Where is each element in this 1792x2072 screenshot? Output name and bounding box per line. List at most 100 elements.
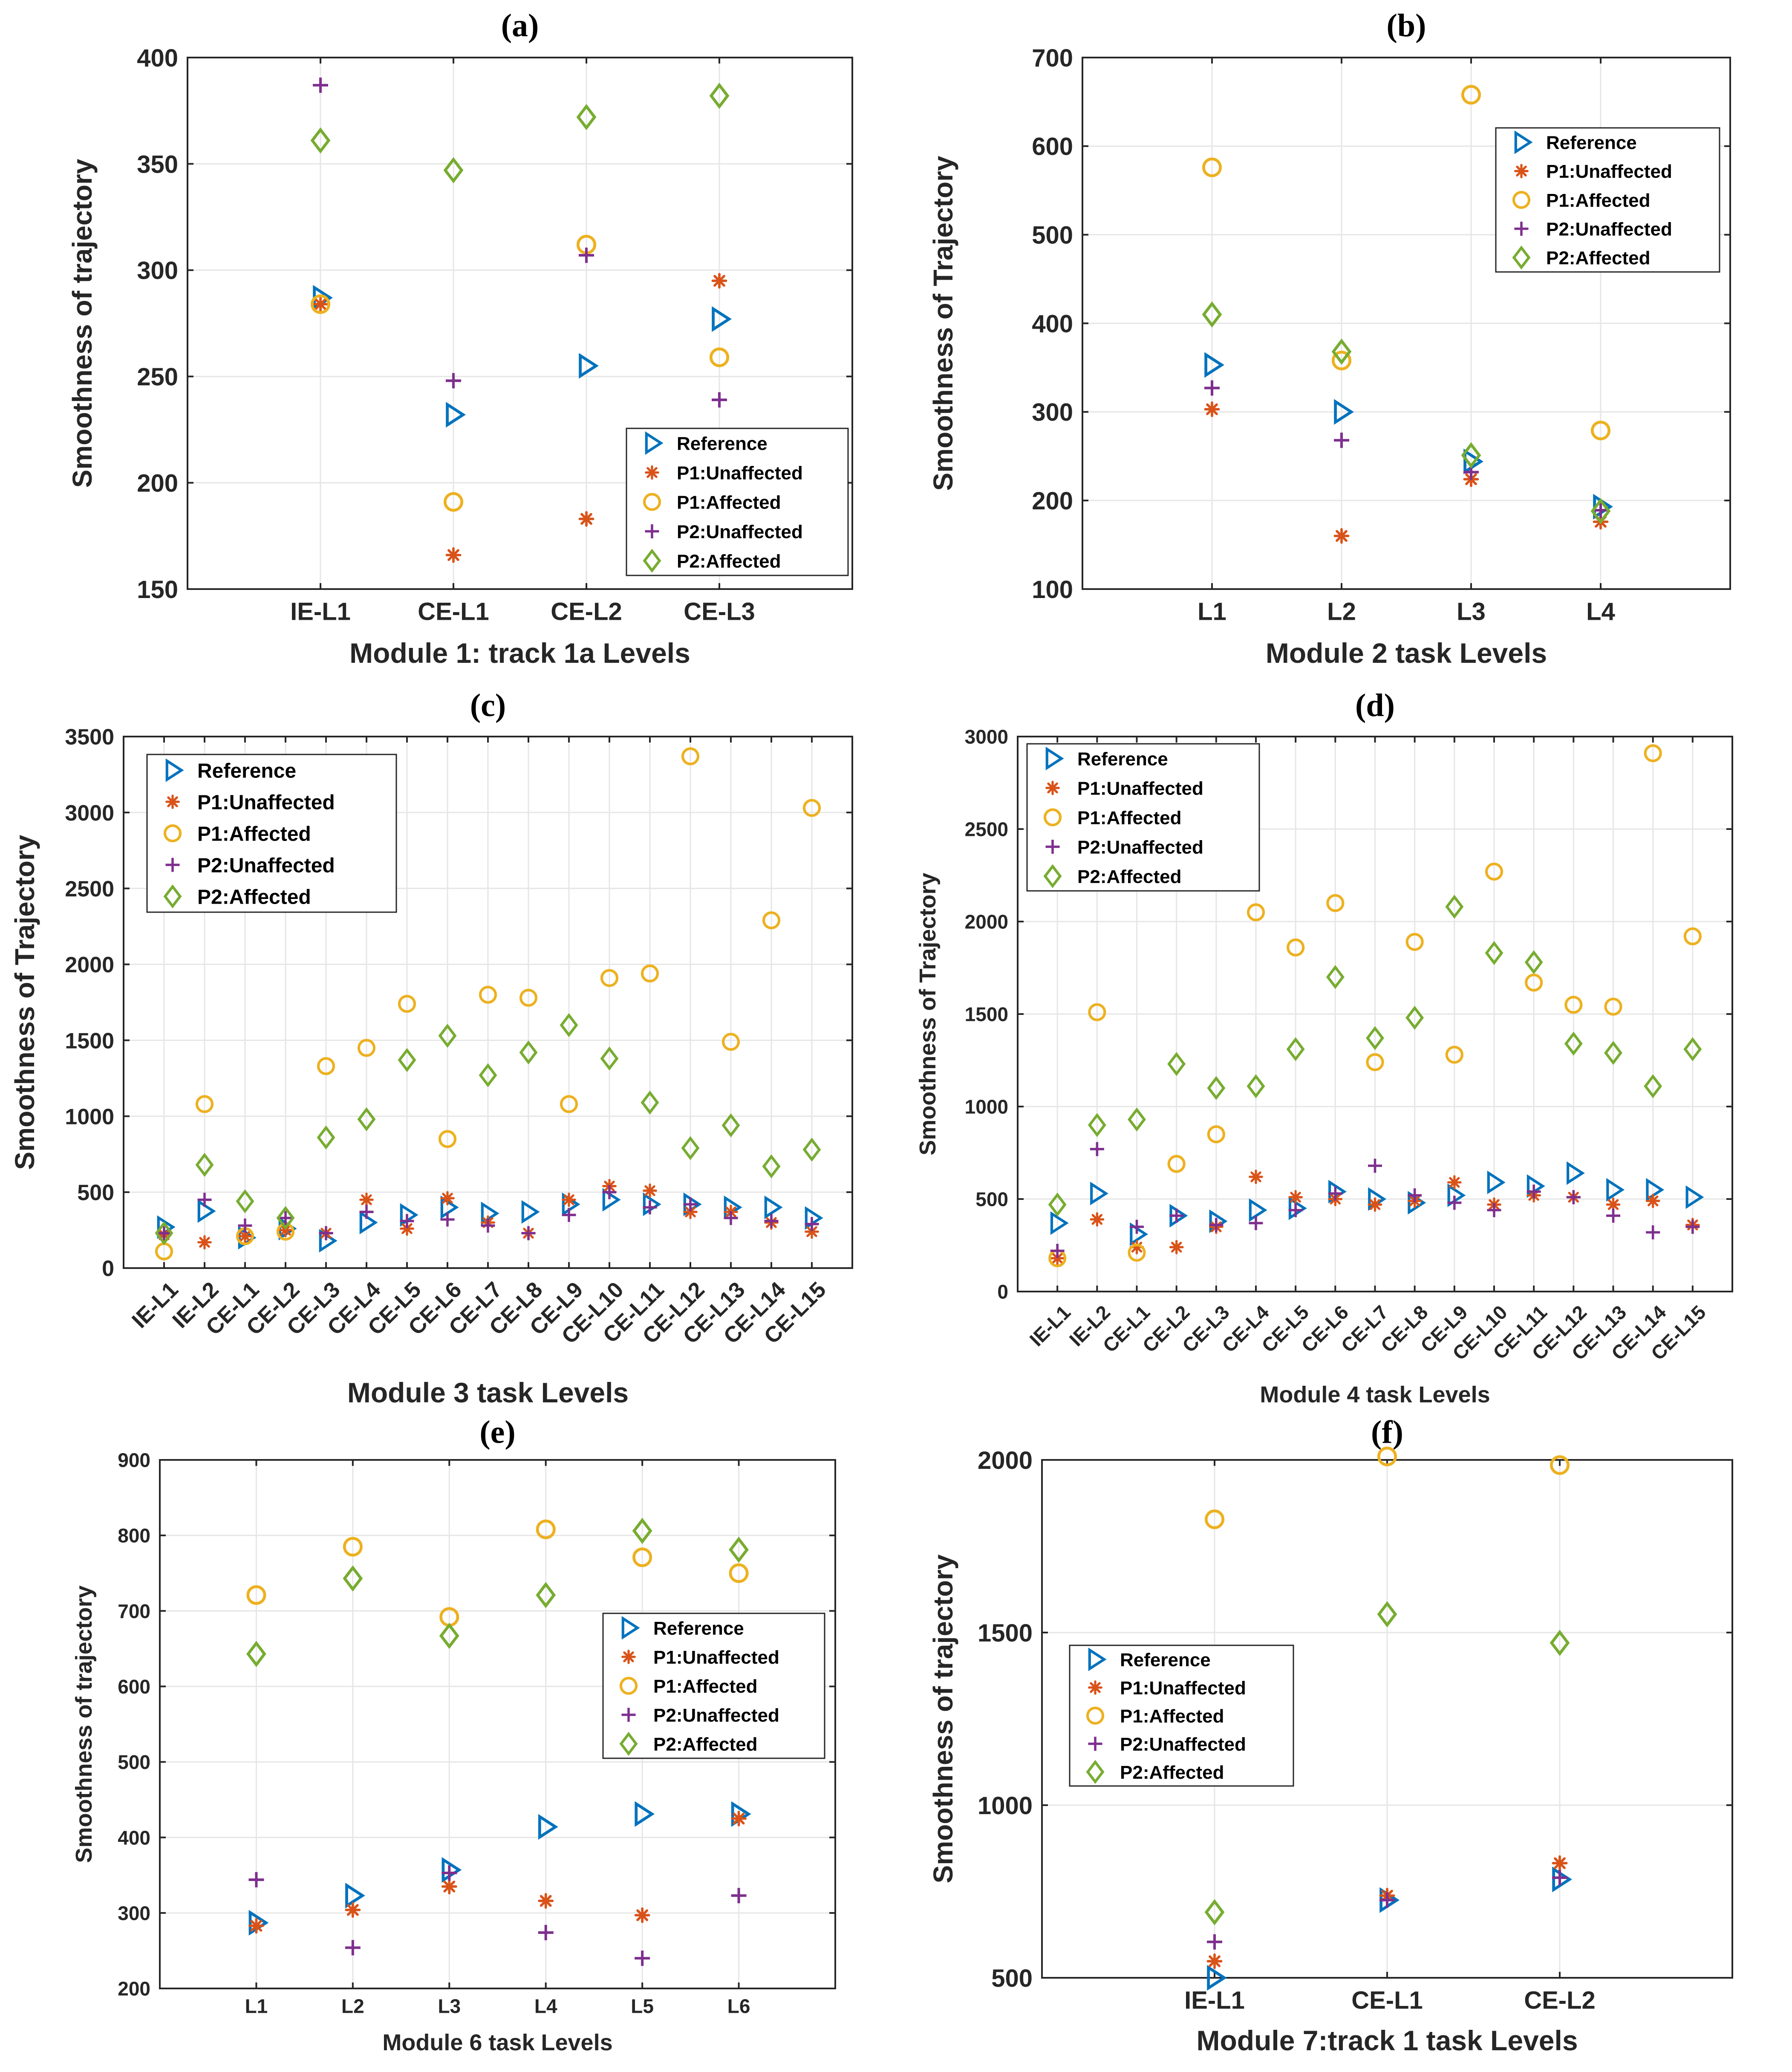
panel-e-legend-marker-p1-unaffected [621,1650,636,1664]
panel-c-series-p2-unaffected [157,1185,819,1240]
panel-d-point-reference [1288,1196,1307,1220]
panel-f-x-tick-label: CE-L1 [1351,1987,1423,2014]
panel-e-point-p2-unaffected [731,1888,747,1904]
panel-b-point-p1-affected [1590,420,1611,441]
panel-d-y-tick-label: 500 [975,1188,1008,1211]
panel-d-legend-marker-p1-unaffected [1045,780,1060,795]
panel-d-point-p2-affected [1604,1040,1622,1065]
panel-a-point-p2-unaffected [712,392,727,408]
panel-d-point-reference [1685,1185,1704,1209]
panel-e-point-p1-affected [536,1519,556,1540]
panel-d-point-p1-affected [1128,1243,1146,1262]
panel-b-legend-entry: P2:Affected [1546,248,1651,269]
panel-b-y-tick-label: 100 [1032,576,1073,604]
panel-e-y-tick-label: 500 [118,1751,150,1773]
panel-a-legend-marker-p2-unaffected [645,524,659,538]
panel-c-point-p2-affected [195,1153,214,1177]
panel-c-legend-marker-p2-affected [163,884,182,909]
panel-f-y-axis-label: Smoothness of trajectory [928,1554,958,1883]
panel-d-point-p1-unaffected [1447,1175,1462,1190]
panel-a-series-p2-affected [310,83,730,184]
panel-e-y-axis-label: Smoothness of trajectory [71,1585,97,1863]
panel-e-x-tick-label: L5 [631,1995,654,2017]
panel-f-point-p2-affected [1550,1630,1570,1656]
panel-d-point-p2-unaffected [1130,1220,1144,1234]
panel-d-x-axis-label: Module 4 task Levels [1260,1382,1490,1407]
panel-f-legend-marker-reference [1088,1647,1107,1671]
panel-f-point-p1-affected [1377,1446,1397,1466]
panel-c-point-p1-affected [519,988,538,1007]
panel-a-legend-marker-p1-affected [643,493,661,511]
panel-e-point-p2-unaffected [635,1951,650,1966]
panel-f-x-tick-label: CE-L2 [1524,1987,1596,2014]
panel-e-point-p1-unaffected [731,1810,747,1826]
panel-a-y-axis-label: Smoothness of trajectory [67,159,98,488]
panel-f-point-p1-affected [1204,1509,1225,1529]
panel-e-legend-entry: P2:Affected [653,1734,758,1755]
panel-c-point-p2-affected [762,1154,781,1179]
panel-f-title: (f) [1371,1414,1403,1450]
panel-d-point-p1-unaffected [1288,1190,1303,1205]
panel-c-point-p2-affected [276,1206,295,1230]
panel-d-legend-entry: P2:Unaffected [1077,837,1203,858]
panel-c-point-p1-unaffected [440,1191,455,1206]
panel-f-legend-marker-p1-affected [1086,1706,1105,1725]
panel-b-legend: Reference P1:Unaffected P1:Affected P2:Unaf… [1495,127,1720,273]
panel-b-y-tick-label: 700 [1032,44,1073,72]
panel-d-legend-marker-reference [1045,746,1064,771]
panel-b-legend-entry: P1:Affected [1546,190,1651,211]
panel-c-point-reference [400,1203,418,1227]
panel-e-x-axis-label: Module 6 task Levels [382,2030,612,2055]
panel-b-y-tick-label: 200 [1032,487,1073,515]
panel-e-point-p1-unaffected [634,1907,650,1923]
panel-d-point-p1-unaffected [1169,1240,1184,1254]
panel-f-legend-entry: P1:Affected [1120,1706,1224,1727]
panel-d: 050010001500200025003000IE-L1IE-L2CE-L1C… [915,688,1733,1407]
panel-a-axes-box [187,57,853,590]
panel-d-point-reference [1249,1198,1267,1222]
panel-c-point-p1-affected [681,747,700,766]
panel-f-point-reference [1207,1965,1227,1991]
panel-a-legend: Reference P1:Unaffected P1:Affected P2:Unaf… [626,428,849,576]
panel-e-series-p2-affected [246,1517,749,1667]
panel-c-point-p1-affected [195,1095,214,1113]
panel-f-legend-marker-p2-affected [1086,1760,1105,1784]
panel-d-point-p2-affected [1167,1052,1186,1076]
panel-d-legend-entry: P1:Affected [1077,807,1182,828]
panel-c-point-p2-unaffected [643,1200,657,1214]
panel-d-point-p1-affected [1207,1125,1225,1144]
panel-d-point-reference [1050,1211,1069,1235]
panel-d-legend-marker-p1-affected [1043,808,1062,826]
panel-b-series-p2-affected [1202,301,1611,524]
panel-e-x-tick-label: L1 [245,1995,268,2017]
panel-d-y-axis-label: Smoothness of Trajectory [915,873,941,1155]
panel-e-point-p2-affected [343,1565,363,1592]
panel-f-point-p1-unaffected [1552,1855,1568,1871]
panel-d-point-p1-unaffected [1050,1251,1065,1266]
panel-e-point-p1-unaffected [538,1893,554,1909]
panel-c-legend-marker-reference [165,758,184,782]
panel-c-point-reference [643,1192,661,1217]
panel-d-point-reference [1606,1178,1625,1202]
panel-d-legend-entry: Reference [1077,748,1168,769]
panel-a-point-p2-unaffected [446,373,461,389]
panel-f-point-p2-affected [1377,1601,1397,1627]
panel-d-point-p1-affected [1604,997,1622,1016]
panel-d-point-p2-affected [1564,1032,1583,1056]
panel-c-point-reference [602,1188,621,1212]
panel-a-x-tick-label: CE-L3 [684,598,755,626]
panel-f-y-tick-label: 2000 [978,1447,1033,1474]
panel-b-point-p2-unaffected [1593,503,1608,518]
panel-c-y-tick-label: 2500 [65,877,114,902]
panel-a-point-p1-unaffected [445,547,462,563]
panel-c-y-tick-label: 1500 [65,1029,114,1053]
panel-b: 100 200 300 400 500 600 700 L1 L2 L3 L4 Module 2 ta… [928,8,1731,669]
panel-a-series-p1-unaffected [312,273,727,563]
panel-a-legend-entry: Reference [677,433,768,454]
panel-b-point-p1-affected [1202,157,1222,177]
panel-c-title: (c) [470,688,506,723]
panel-a-y-tick-label: 250 [137,363,178,391]
panel-d-point-reference [1567,1161,1585,1185]
panel-b-y-tick-label: 500 [1032,222,1073,249]
panel-a-point-p1-affected [443,492,464,512]
